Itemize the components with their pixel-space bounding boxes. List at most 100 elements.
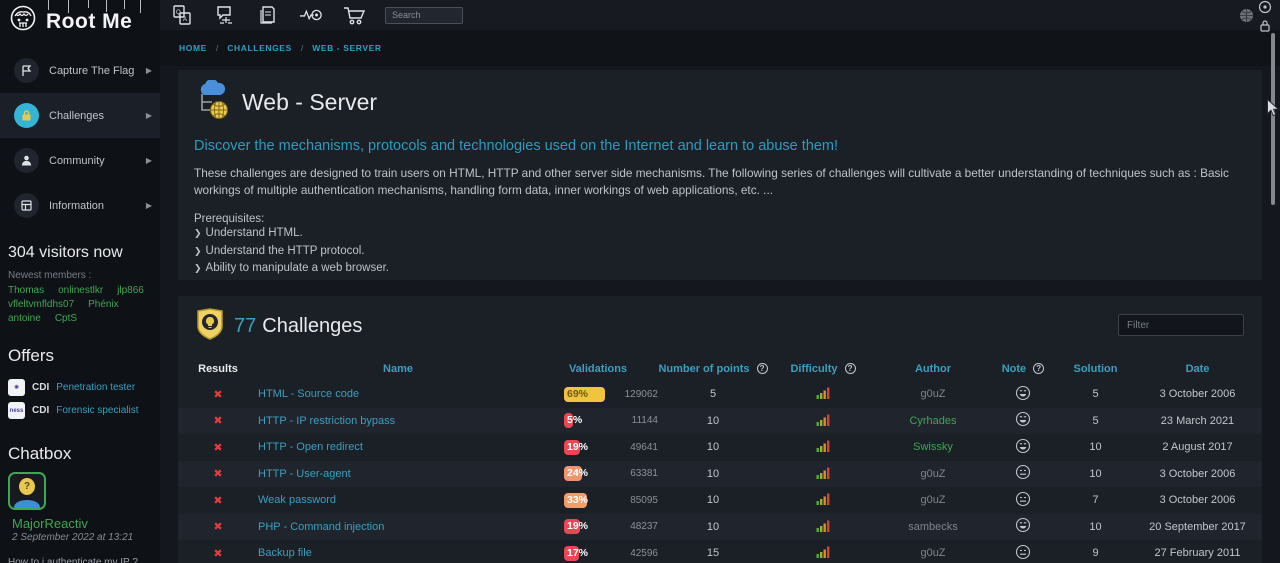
points: 10 [706, 441, 720, 454]
difficulty-icon [768, 492, 878, 508]
avatar[interactable]: ? [8, 472, 46, 510]
cart-icon[interactable] [342, 3, 366, 27]
search-input[interactable] [385, 6, 463, 24]
activity-target-icon[interactable] [299, 3, 323, 27]
validation-percent: 19% [567, 440, 589, 453]
author-link[interactable]: sambecks [908, 520, 958, 533]
flag-icon [14, 58, 39, 83]
offer-link[interactable]: Penetration tester [56, 382, 136, 393]
validation-percent: 19% [567, 520, 589, 533]
help-icon[interactable]: ? [1033, 363, 1045, 374]
date: 27 February 2011 [1154, 547, 1241, 560]
sidebar: Root Me Capture The Flag ▶ Challenges ▶ Comm… [0, 0, 160, 563]
chat-username-link[interactable]: MajorReactiv [12, 516, 88, 531]
offers-title: Offers [8, 346, 54, 365]
offer-item[interactable]: ness CDI Forensic specialist [0, 399, 160, 422]
avatar-body [14, 500, 40, 508]
validation-percent-bar [564, 492, 587, 508]
chevron-right-icon: ▶ [145, 201, 152, 210]
sidebar-item-capture-the-flag[interactable]: Capture The Flag ▶ [0, 48, 160, 93]
column-header-note[interactable]: Note ? [988, 363, 1058, 375]
points: 10 [706, 520, 720, 533]
author-link[interactable]: g0uZ [920, 547, 946, 560]
author-link[interactable]: Swissky [913, 441, 953, 454]
not-solved-icon: ✖ [213, 547, 223, 560]
breadcrumb-separator: / [215, 43, 219, 53]
validations-cell: 17% 42596 [538, 545, 658, 561]
column-header-solution[interactable]: Solution [1073, 363, 1118, 375]
sidebar-item-challenges[interactable]: Challenges ▶ [0, 93, 160, 138]
challenge-link[interactable]: HTTP - User-agent [258, 467, 351, 480]
validations-cell: 24% 63381 [538, 466, 658, 482]
not-solved-icon: ✖ [213, 468, 223, 481]
column-header-number-of-points[interactable]: Number of points ? [658, 363, 768, 375]
offer-item[interactable]: ✺ CDI Penetration tester [0, 376, 160, 399]
globe-icon[interactable] [1239, 8, 1254, 28]
offer-link[interactable]: Forensic specialist [56, 405, 139, 416]
category-intro-panel: Web - Server Discover the mechanisms, pr… [178, 70, 1262, 280]
challenge-link[interactable]: HTTP - IP restriction bypass [258, 414, 396, 427]
validation-count: 42596 [630, 547, 658, 559]
author-link[interactable]: Cyrhades [909, 414, 957, 427]
column-header-author[interactable]: Author [914, 363, 952, 375]
challenge-link[interactable]: PHP - Command injection [258, 520, 385, 533]
member-link[interactable]: onlinestlkr [58, 285, 104, 296]
breadcrumb-item[interactable]: WEB - SERVER [312, 43, 382, 53]
scrollbar-thumb[interactable] [1271, 33, 1275, 205]
note-neutral-face-icon [988, 491, 1058, 510]
validation-percent-bar [564, 466, 582, 482]
vpn-lock-icon[interactable] [1258, 20, 1272, 37]
note-grin-face-icon [988, 438, 1058, 457]
column-header-name[interactable]: Name [383, 363, 413, 375]
chevron-right-icon: ▶ [145, 156, 152, 165]
challenge-link[interactable]: HTTP - Open redirect [258, 441, 363, 454]
validation-percent: 5% [567, 414, 583, 427]
page-description: These challenges are designed to train u… [194, 166, 1229, 197]
sidebar-item-information[interactable]: Information ▶ [0, 183, 160, 228]
member-link[interactable]: CptS [54, 313, 78, 324]
offer-logo-icon: ness [8, 402, 25, 419]
challenge-link[interactable]: Weak password [258, 494, 337, 507]
topbar: Q A [160, 0, 1280, 30]
challenge-link[interactable]: Backup file [258, 547, 312, 560]
author-link[interactable]: g0uZ [920, 494, 946, 507]
column-header-date[interactable]: Date [1185, 363, 1210, 375]
column-header-validations[interactable]: Validations [568, 363, 628, 375]
circle-dot-icon[interactable] [1258, 0, 1272, 18]
member-link[interactable]: Thomas [8, 285, 45, 296]
member-link[interactable]: antoine [8, 313, 41, 324]
qa-cards-icon[interactable]: Q A [170, 3, 194, 27]
skull-logo-icon [8, 4, 38, 41]
logo-home-link[interactable]: Root Me [0, 0, 160, 42]
member-link[interactable]: jlp866 [117, 285, 144, 296]
validations-cell: 33% 85095 [538, 492, 658, 508]
validation-count: 63381 [630, 468, 658, 480]
validations-cell: 19% 48237 [538, 519, 658, 535]
member-link[interactable]: vfleltvmfldhs07 [8, 299, 75, 310]
date: 3 October 2006 [1159, 388, 1236, 401]
breadcrumb-item[interactable]: HOME [179, 43, 207, 53]
challenge-row: ✖ Backup file 17% 42596 15 g0uZ 9 27 February 2… [178, 540, 1262, 563]
points: 10 [706, 494, 720, 507]
page-subtitle: Discover the mechanisms, protocols and t… [194, 138, 839, 154]
date: 3 October 2006 [1159, 494, 1236, 507]
forum-icon[interactable] [213, 3, 237, 27]
difficulty-icon [768, 519, 878, 535]
column-header-difficulty[interactable]: Difficulty ? [768, 363, 878, 375]
docs-icon[interactable] [256, 3, 280, 27]
member-link[interactable]: Phénix [88, 299, 119, 310]
author-link[interactable]: g0uZ [920, 388, 946, 401]
filter-input[interactable] [1118, 314, 1244, 336]
challenge-link[interactable]: HTML - Source code [258, 388, 360, 401]
solution-count: 10 [1089, 467, 1102, 480]
breadcrumb-item[interactable]: CHALLENGES [227, 43, 292, 53]
sidebar-item-community[interactable]: Community ▶ [0, 138, 160, 183]
column-header-results: Results [198, 363, 238, 375]
challenge-row: ✖ HTTP - User-agent 24% 63381 10 g0uZ 10 3 Octo… [178, 460, 1262, 487]
offer-logo-icon: ✺ [8, 379, 25, 396]
help-icon[interactable]: ? [844, 363, 856, 374]
help-icon[interactable]: ? [756, 363, 768, 374]
challenge-row: ✖ HTTP - Open redirect 19% 49641 10 Swissky 10… [178, 434, 1262, 461]
author-link[interactable]: g0uZ [920, 467, 946, 480]
avatar-face: ? [19, 478, 35, 495]
